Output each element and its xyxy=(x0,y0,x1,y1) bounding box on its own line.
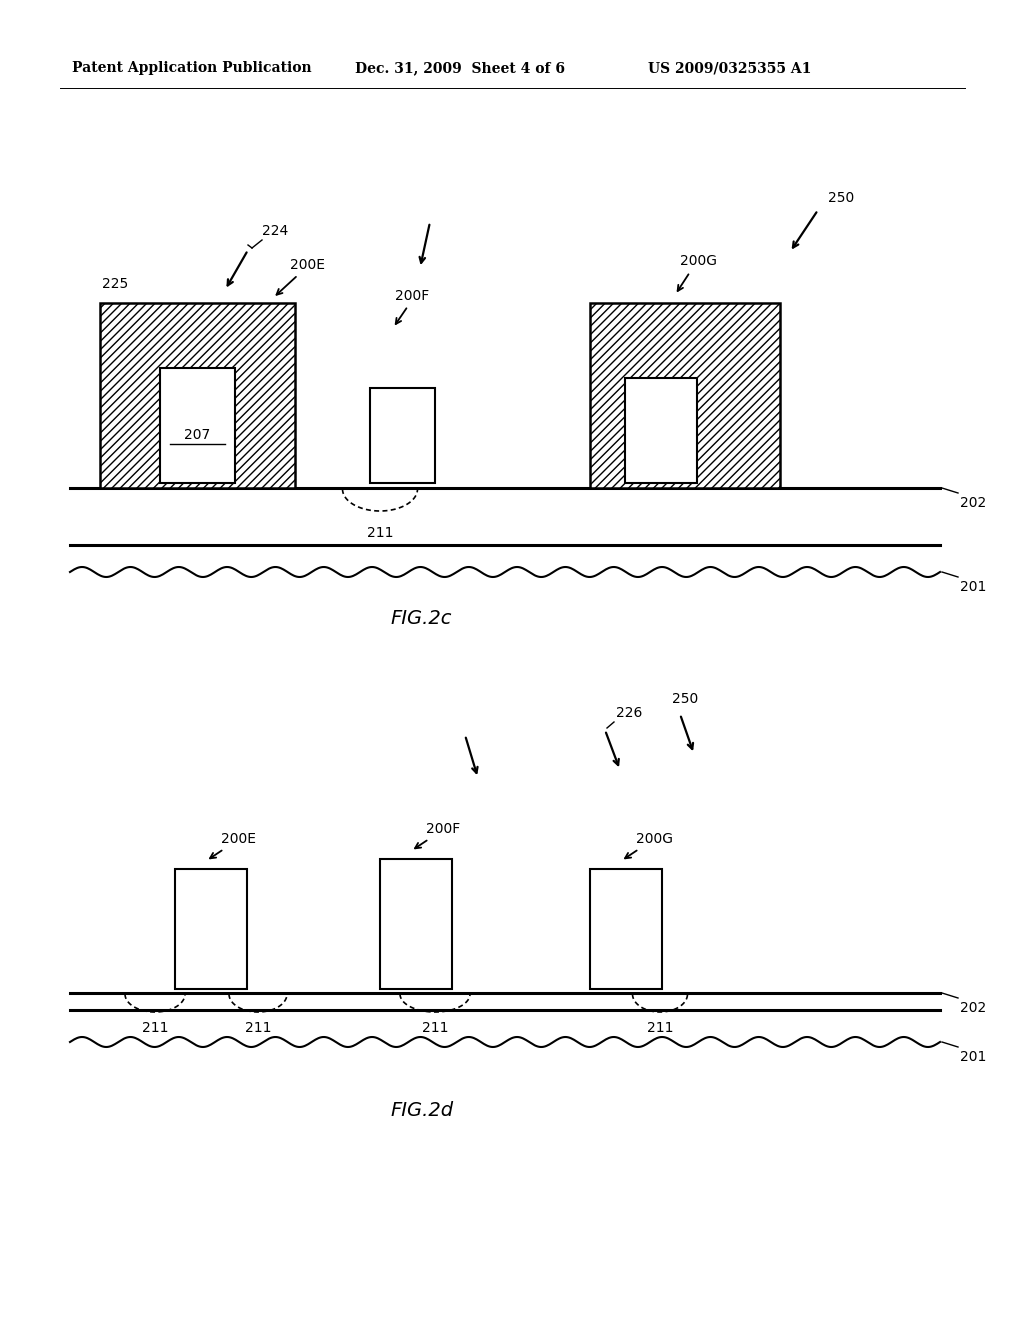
Text: US 2009/0325355 A1: US 2009/0325355 A1 xyxy=(648,61,811,75)
Text: 250: 250 xyxy=(672,692,698,706)
Text: 201: 201 xyxy=(961,579,986,594)
Text: 211: 211 xyxy=(141,1020,168,1035)
Text: 211: 211 xyxy=(367,525,393,540)
Text: Dec. 31, 2009  Sheet 4 of 6: Dec. 31, 2009 Sheet 4 of 6 xyxy=(355,61,565,75)
Bar xyxy=(100,304,295,488)
Text: 202: 202 xyxy=(961,1001,986,1015)
Text: 200F: 200F xyxy=(426,822,460,836)
Text: 200E: 200E xyxy=(290,257,325,272)
Text: 200G: 200G xyxy=(680,253,717,268)
Text: 211: 211 xyxy=(422,1020,449,1035)
Text: 200F: 200F xyxy=(395,289,429,304)
Text: 202: 202 xyxy=(961,496,986,510)
Text: 200G: 200G xyxy=(636,832,673,846)
Text: 225: 225 xyxy=(102,277,128,290)
Text: 226: 226 xyxy=(616,706,642,719)
Bar xyxy=(175,869,247,989)
Bar xyxy=(160,368,234,483)
Text: 224: 224 xyxy=(262,224,288,238)
Text: FIG.2d: FIG.2d xyxy=(390,1101,454,1119)
Text: Patent Application Publication: Patent Application Publication xyxy=(72,61,311,75)
Bar xyxy=(625,378,697,483)
Bar xyxy=(590,869,662,989)
Text: FIG.2c: FIG.2c xyxy=(390,609,452,627)
Text: 211: 211 xyxy=(245,1020,271,1035)
Text: 250: 250 xyxy=(828,191,854,205)
Text: 200E: 200E xyxy=(221,832,256,846)
Text: 201: 201 xyxy=(961,1049,986,1064)
Bar xyxy=(590,304,780,488)
Bar xyxy=(380,859,452,989)
Bar xyxy=(370,388,435,483)
Text: 207: 207 xyxy=(184,428,211,442)
Text: 211: 211 xyxy=(647,1020,673,1035)
